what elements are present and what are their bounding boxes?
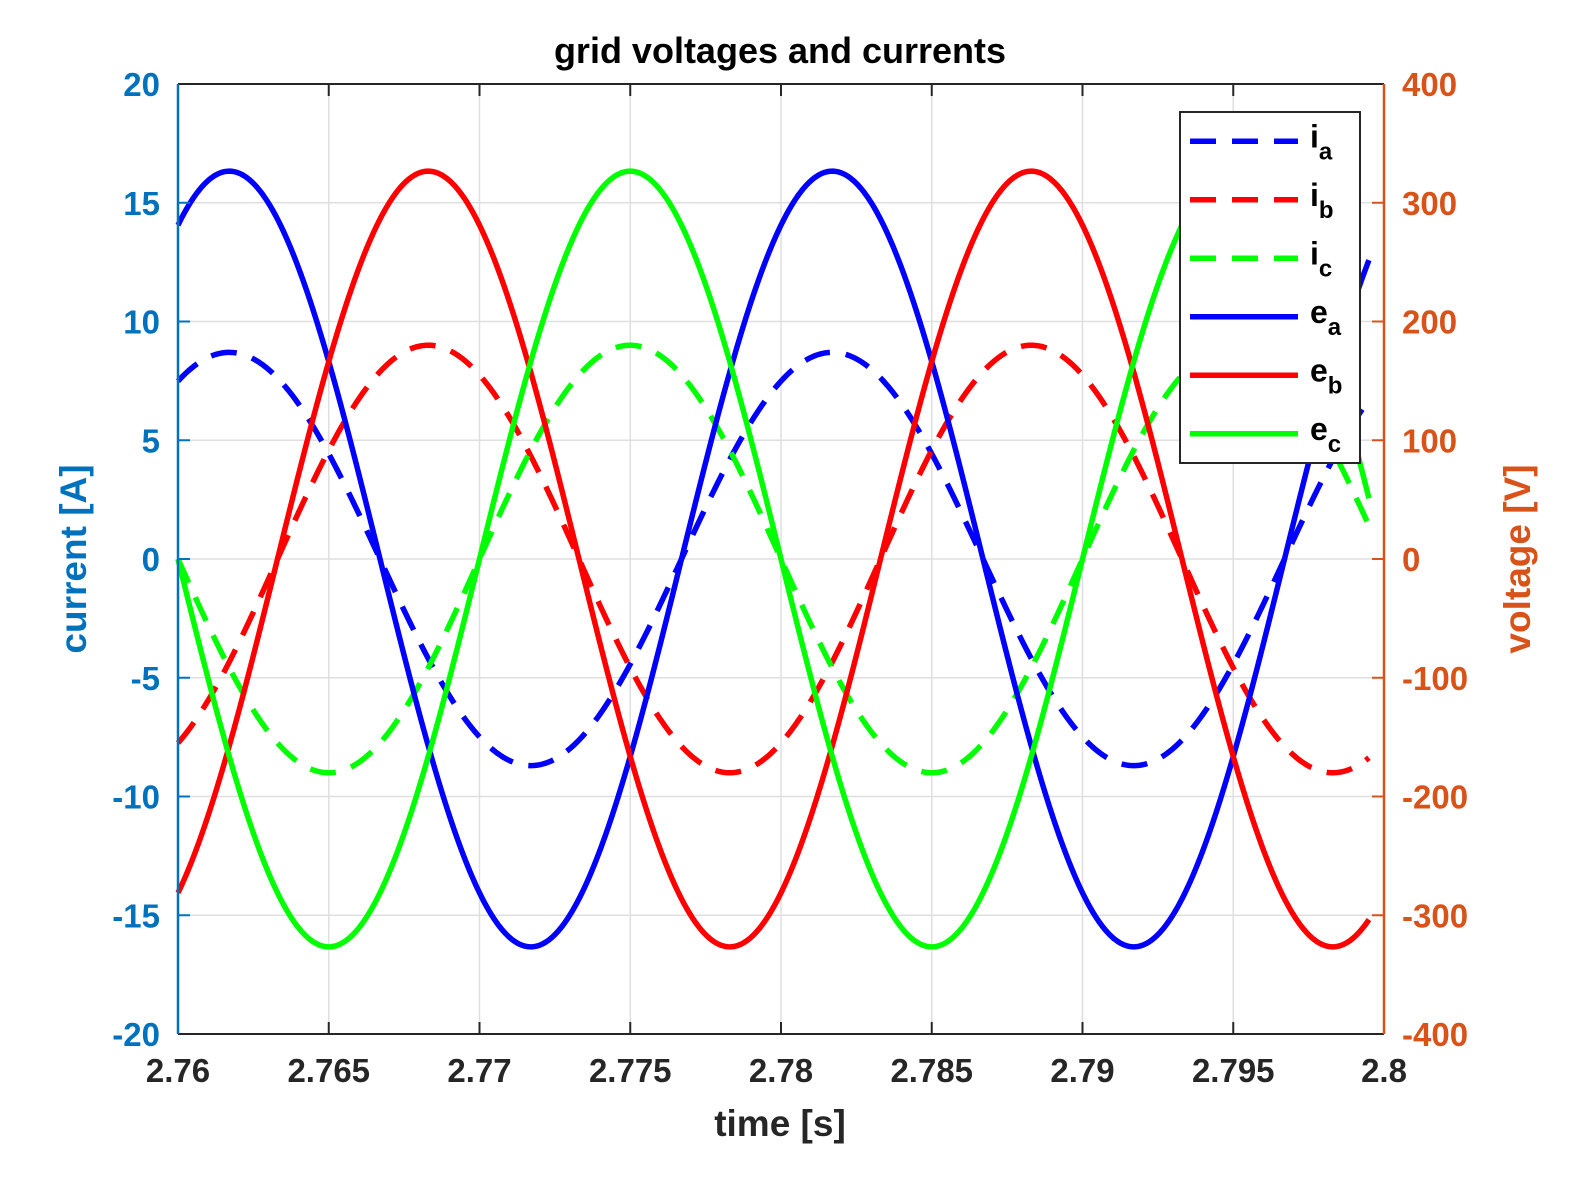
legend-label-base: i xyxy=(1310,235,1319,271)
legend-label-base: e xyxy=(1310,352,1328,388)
y-left-tick-label: -15 xyxy=(112,897,160,934)
y-right-tick-label: 200 xyxy=(1402,304,1457,341)
y-right-tick-label: 0 xyxy=(1402,541,1420,578)
legend-label-ec: ec xyxy=(1310,411,1341,458)
x-tick-label: 2.78 xyxy=(749,1052,813,1089)
tick-labels: 2.76 2.765 2.77 2.775 2.78 2.785 2.79 2.795 2.8-… xyxy=(112,66,1468,1089)
series-line-ea xyxy=(175,168,1372,950)
axes xyxy=(176,83,1386,1035)
legend-label-ib: ib xyxy=(1310,177,1334,224)
legend-label-subscript: b xyxy=(1319,197,1334,224)
y-right-tick-label: -200 xyxy=(1402,779,1468,816)
y-left-tick-label: 10 xyxy=(123,304,160,341)
x-tick-label: 2.775 xyxy=(589,1052,672,1089)
x-tick-label: 2.76 xyxy=(146,1052,210,1089)
y-right-tick-label: 300 xyxy=(1402,185,1457,222)
legend-box xyxy=(1179,111,1361,464)
y-left-tick-label: 5 xyxy=(142,422,160,459)
legend-label-eb: eb xyxy=(1310,352,1342,399)
legend-label-ic: ic xyxy=(1310,235,1332,282)
y-left-tick-label: -5 xyxy=(131,660,160,697)
series-line-ic xyxy=(175,342,1372,776)
legend-label-base: i xyxy=(1310,118,1319,154)
series-line-ib xyxy=(175,342,1371,776)
y-left-tick-label: 15 xyxy=(123,185,160,222)
legend-label-base: e xyxy=(1310,294,1328,330)
x-tick-label: 2.8 xyxy=(1361,1052,1407,1089)
y-left-tick-label: -10 xyxy=(112,779,160,816)
y-axis-right-label: voltage [V] xyxy=(1497,464,1538,653)
x-tick-label: 2.795 xyxy=(1192,1052,1275,1089)
legend-label-subscript: a xyxy=(1328,314,1342,341)
y-axis-left-label: current [A] xyxy=(53,464,94,653)
x-tick-label: 2.765 xyxy=(287,1052,370,1089)
y-left-tick-label: 0 xyxy=(142,541,160,578)
legend-label-ea: ea xyxy=(1310,294,1342,341)
legend-label-base: i xyxy=(1310,177,1319,213)
x-tick-label: 2.785 xyxy=(890,1052,973,1089)
y-right-tick-label: 100 xyxy=(1402,422,1457,459)
legend-label-subscript: b xyxy=(1328,372,1343,399)
legend-label-base: e xyxy=(1310,411,1328,447)
x-tick-label: 2.77 xyxy=(447,1052,511,1089)
x-axis-label: time [s] xyxy=(714,1103,846,1144)
legend-label-ia: ia xyxy=(1310,118,1333,165)
chart-title: grid voltages and currents xyxy=(554,30,1006,71)
legend-label-subscript: a xyxy=(1319,138,1333,165)
series-line-ec xyxy=(175,168,1372,950)
y-right-tick-label: -100 xyxy=(1402,660,1468,697)
series-layer xyxy=(175,168,1372,950)
y-right-tick-label: -300 xyxy=(1402,897,1468,934)
y-left-tick-label: 20 xyxy=(123,66,160,103)
legend-label-subscript: c xyxy=(1319,255,1332,282)
y-left-tick-label: -20 xyxy=(112,1016,160,1053)
x-tick-label: 2.79 xyxy=(1050,1052,1114,1089)
y-right-tick-label: 400 xyxy=(1402,66,1457,103)
legend-label-subscript: c xyxy=(1328,431,1341,458)
series-line-eb xyxy=(175,168,1372,950)
y-right-tick-label: -400 xyxy=(1402,1016,1468,1053)
